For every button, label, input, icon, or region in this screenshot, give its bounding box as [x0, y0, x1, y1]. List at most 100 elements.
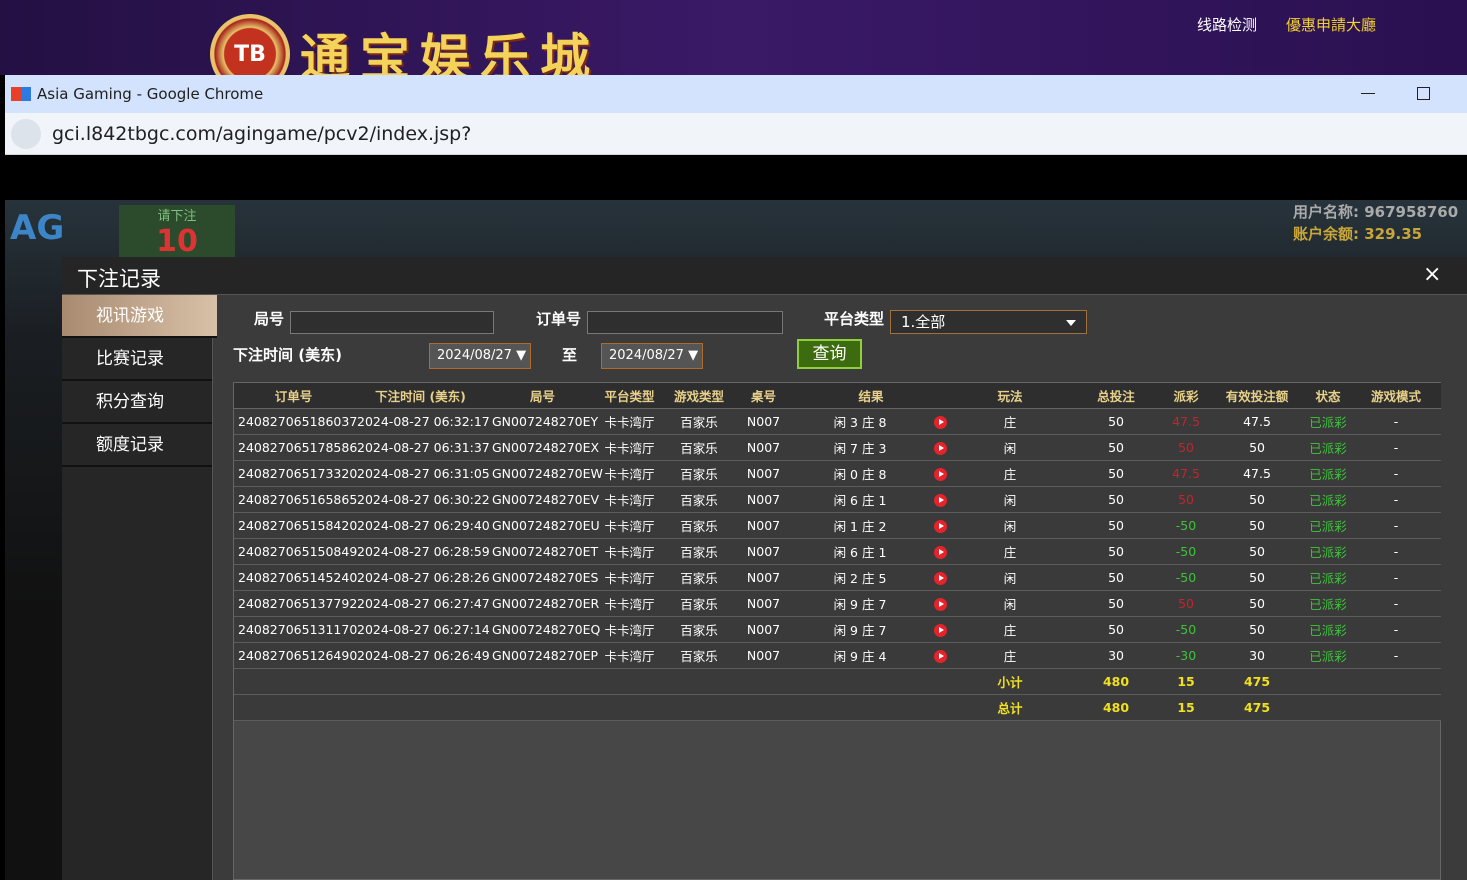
menu-item[interactable]: 额度记录	[62, 424, 212, 467]
site-name: 通宝娱乐城	[300, 28, 600, 75]
cell: 闲 2 庄 5	[791, 564, 929, 591]
minimize[interactable]	[1361, 93, 1375, 94]
bet-row: 240827065131170 2024-08-27 06:27:14 GN0072…	[234, 616, 1442, 643]
total-row: 总计 480 15 475	[234, 694, 1442, 721]
cell: 闲 1 庄 2	[791, 512, 929, 539]
bet-row: 240827065145240 2024-08-27 06:28:26 GN0072…	[234, 564, 1442, 591]
cell: 卡卡湾厅	[597, 408, 662, 435]
replay-icon[interactable]	[933, 415, 947, 429]
cell: 240827065131170	[234, 616, 357, 643]
cell: N007	[736, 486, 791, 513]
cell: -	[1351, 538, 1442, 565]
cell: GN007248270EU	[488, 512, 600, 539]
column-header: 游戏类型	[662, 383, 736, 409]
cell: GN007248270EY	[488, 408, 598, 435]
menu-item[interactable]: 比赛记录	[62, 338, 212, 381]
empty-cell	[234, 668, 353, 695]
replay-icon[interactable]	[933, 441, 947, 455]
replay-icon[interactable]	[933, 597, 947, 611]
cell: 闲 9 庄 4	[791, 642, 929, 669]
subtotal-row: 小计 480 15 475	[234, 668, 1442, 695]
cell: 30	[1209, 642, 1306, 669]
cell: -	[1351, 564, 1442, 591]
site-banner: TB 通宝娱乐城 线路检测 優惠申請大廳	[0, 0, 1467, 75]
empty-cell	[929, 668, 952, 695]
table-area: 订单号 下注时间 (美东) 局号 平台类型 游戏类型 桌号 结果 玩法 总投注 派彩 有效投注额 状态…	[233, 382, 1442, 880]
bet-row: 240827065126490 2024-08-27 06:26:49 GN0072…	[234, 642, 1442, 669]
cell: GN007248270ES	[488, 564, 598, 591]
cell: 2024-08-27 06:29:40	[353, 512, 490, 539]
cell: 已派彩	[1305, 642, 1352, 669]
column-header: 平台类型	[597, 383, 662, 409]
date-to[interactable]: 2024/08/27 ▼	[601, 343, 703, 369]
replay-cell	[929, 434, 952, 461]
cell: 240827065137792	[234, 590, 357, 617]
round-input[interactable]	[290, 311, 494, 334]
cell: -50	[1163, 512, 1210, 539]
cell: 50	[1069, 538, 1164, 565]
cell: GN007248270EX	[488, 434, 599, 461]
cell: 50	[1163, 434, 1210, 461]
cell: 240827065158420	[234, 512, 357, 539]
cell: 卡卡湾厅	[597, 642, 662, 669]
cell: 闲 3 庄 8	[791, 408, 929, 435]
cell: 50	[1069, 460, 1164, 487]
cell: 闲	[951, 590, 1070, 617]
sum-bet: 480	[1069, 668, 1164, 695]
cell: GN007248270EQ	[488, 616, 600, 643]
empty-cell	[234, 694, 353, 721]
cell: 百家乐	[662, 590, 736, 617]
cell: N007	[736, 460, 791, 487]
cell: -50	[1163, 564, 1210, 591]
nav-link[interactable]: 线路检测	[1197, 16, 1258, 34]
menu-item[interactable]: 视讯游戏	[62, 295, 217, 338]
cell: 2024-08-27 06:28:59	[353, 538, 490, 565]
bet-row: 240827065173320 2024-08-27 06:31:05 GN0072…	[234, 460, 1442, 487]
close-button[interactable]: ×	[1423, 262, 1442, 287]
cell: 已派彩	[1305, 408, 1352, 435]
empty-cell	[662, 668, 736, 695]
sum-label: 小计	[951, 668, 1070, 695]
replay-icon[interactable]	[933, 571, 947, 585]
replay-icon[interactable]	[933, 649, 947, 663]
replay-cell	[929, 460, 952, 487]
empty-cell	[736, 694, 791, 721]
time-label: 下注时间 (美东)	[233, 346, 342, 364]
platform-select[interactable]: 1.全部	[890, 310, 1087, 334]
date-from-value: 2024/08/27	[437, 348, 512, 363]
replay-icon[interactable]	[933, 467, 947, 481]
cell: 已派彩	[1305, 512, 1352, 539]
replay-icon[interactable]	[933, 623, 947, 637]
column-header: 派彩	[1163, 383, 1210, 409]
platform-value: 1.全部	[901, 313, 946, 331]
replay-cell	[929, 642, 952, 669]
replay-icon[interactable]	[933, 545, 947, 559]
column-header: 总投注	[1069, 383, 1164, 409]
date-from[interactable]: 2024/08/27 ▼	[429, 343, 531, 369]
cell: 50	[1069, 408, 1164, 435]
query-button[interactable]: 查询	[797, 339, 862, 369]
cell: GN007248270EV	[488, 486, 599, 513]
replay-icon[interactable]	[933, 519, 947, 533]
replay-icon[interactable]	[933, 493, 947, 507]
cell: 240827065186037	[234, 408, 357, 435]
cell: 2024-08-27 06:27:47	[353, 590, 490, 617]
cell: 闲 9 庄 7	[791, 616, 929, 643]
cell: 庄	[951, 408, 1070, 435]
cell: 50	[1209, 538, 1306, 565]
empty-cell	[597, 668, 662, 695]
empty-cell	[1351, 694, 1442, 721]
cell: N007	[736, 564, 791, 591]
replay-cell	[929, 538, 952, 565]
maximize[interactable]	[1417, 87, 1430, 100]
menu-item[interactable]: 积分查询	[62, 381, 212, 424]
cell: 百家乐	[662, 512, 736, 539]
order-input[interactable]	[587, 311, 783, 334]
url[interactable]: gci.l842tbgc.com/agingame/pcv2/index.jsp…	[52, 123, 472, 145]
bet-row: 240827065186037 2024-08-27 06:32:17 GN0072…	[234, 408, 1442, 435]
nav-link[interactable]: 優惠申請大廳	[1286, 16, 1377, 34]
cell: 庄	[951, 616, 1070, 643]
cell: 47.5	[1163, 408, 1210, 435]
sidebar: 视讯游戏 比赛记录 积分查询 额度记录	[62, 295, 217, 880]
site-info-icon[interactable]	[11, 119, 41, 149]
